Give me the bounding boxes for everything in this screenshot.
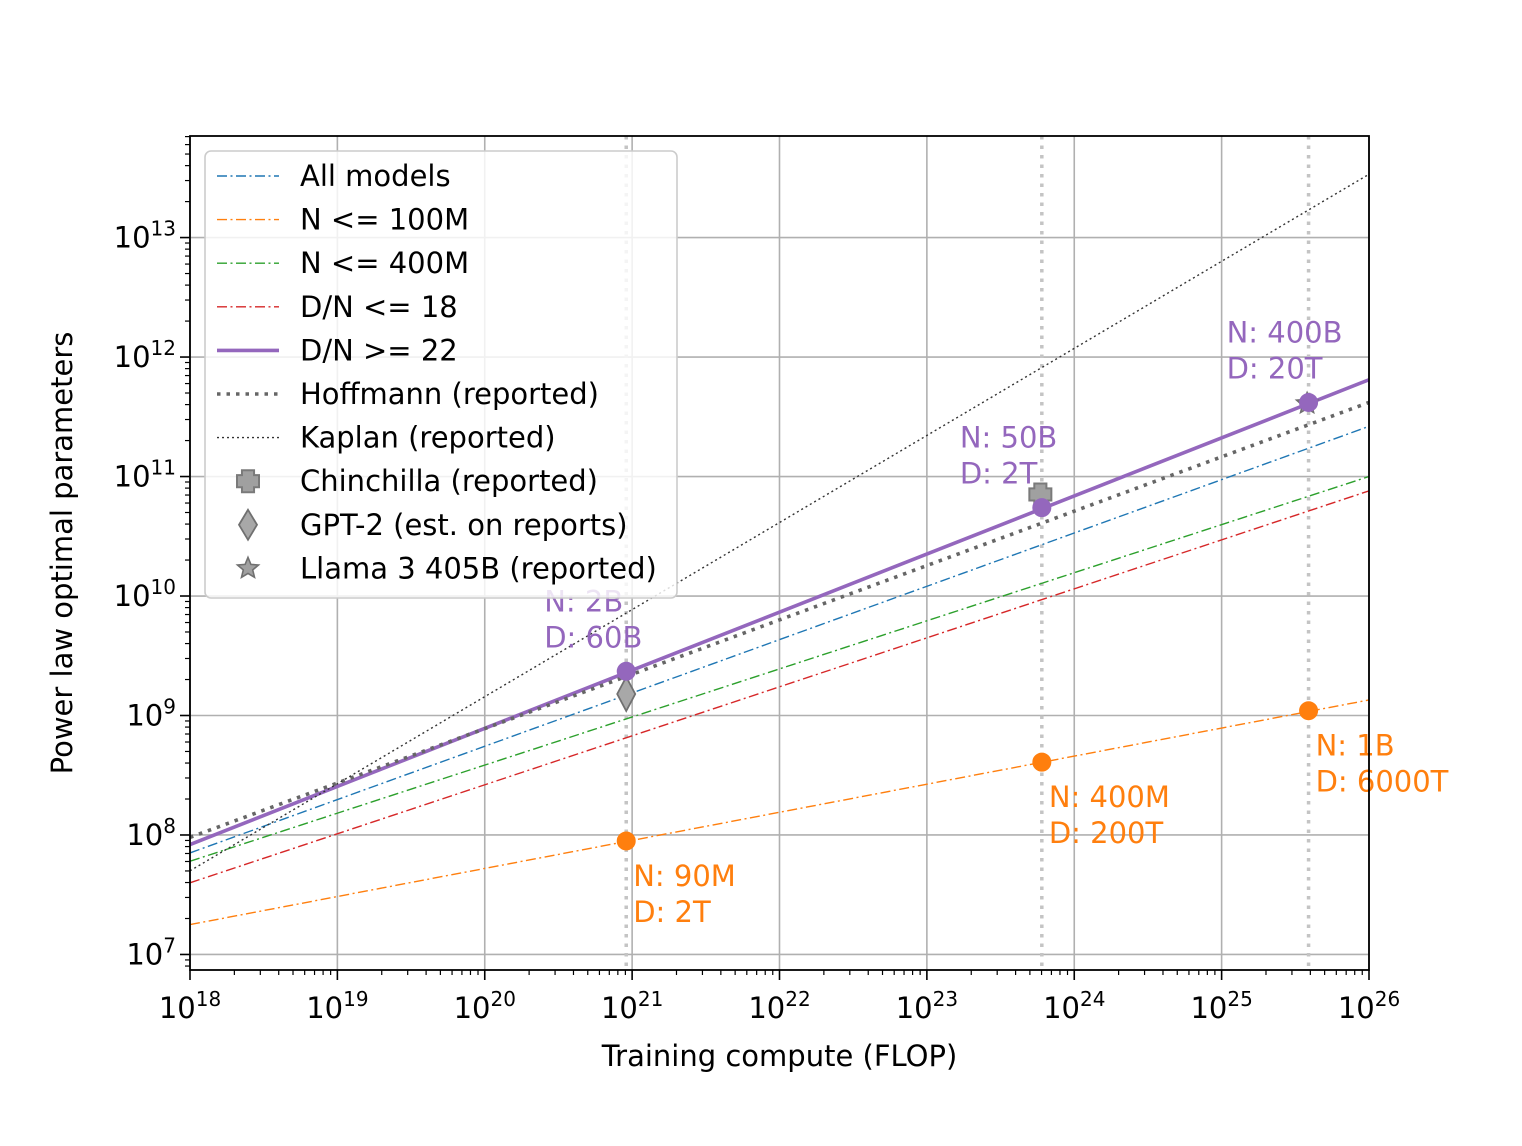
- annotation-point: [616, 661, 636, 681]
- legend-label-n-100m: N <= 100M: [300, 203, 469, 237]
- annotation-label-d: D: 2T: [633, 895, 711, 929]
- vertical-reference-lines: [624, 136, 1311, 970]
- annotation-label-n: N: 400M: [1049, 780, 1170, 814]
- annotation-label-n: N: 90M: [633, 859, 736, 893]
- x-tick-label: 1018: [159, 987, 221, 1025]
- x-tick-label: 1023: [896, 987, 958, 1025]
- series-line-d-n-18: [190, 490, 1369, 884]
- y-tick-label: 1010: [114, 575, 176, 613]
- annotation-label-d: D: 200T: [1049, 816, 1164, 850]
- legend-chinchilla-marker: [236, 469, 260, 494]
- gpt2-marker: [616, 675, 637, 713]
- annotation-label-d: D: 2T: [960, 457, 1038, 491]
- legend-label-n-400m: N <= 400M: [300, 246, 469, 280]
- y-axis-label: Power law optimal parameters: [45, 332, 79, 775]
- annotation-label-d: D: 6000T: [1316, 765, 1449, 799]
- y-tick-label: 109: [126, 694, 176, 732]
- annotation-label-n: N: 1B: [1316, 729, 1395, 763]
- y-tick-label: 1012: [114, 336, 176, 374]
- y-tick-label: 1013: [114, 217, 176, 255]
- legend-gpt2-marker: [237, 508, 259, 542]
- annotation-label-d: D: 60B: [544, 620, 642, 654]
- x-tick-label: 1020: [454, 987, 516, 1025]
- series-line-d-n-22: [190, 378, 1369, 847]
- legend-box: [204, 150, 678, 599]
- y-tick-label: 1011: [114, 456, 176, 494]
- legend-label-gpt-2-est-on-reports: GPT-2 (est. on reports): [300, 508, 628, 542]
- axis-ticks: 1018 1019 1020 1021 1022 1023 1024 1025 1026 107 1…: [114, 135, 1400, 1025]
- series-line-hoffmann-reported: [190, 400, 1369, 840]
- annotation-point: [1299, 392, 1319, 412]
- x-tick-label: 1026: [1338, 987, 1400, 1025]
- legend-label-d-n-18: D/N <= 18: [300, 290, 458, 324]
- annotation-label-n: N: 400B: [1227, 315, 1343, 349]
- legend-label-kaplan-reported: Kaplan (reported): [300, 421, 556, 455]
- series-line-n-400m: [190, 475, 1369, 862]
- x-tick-label: 1019: [306, 987, 368, 1025]
- legend-label-d-n-22: D/N >= 22: [300, 333, 458, 367]
- x-tick-label: 1024: [1043, 987, 1105, 1025]
- annotation-point: [1032, 498, 1052, 518]
- x-tick-label: 1021: [601, 987, 663, 1025]
- annotation-point: [1299, 701, 1319, 721]
- legend: All models N <= 100M N <= 400M D/N <= 18 D/N…: [204, 150, 678, 599]
- legend-label-hoffmann-reported: Hoffmann (reported): [300, 377, 599, 411]
- series-line-kaplan-reported: [190, 173, 1369, 872]
- y-tick-label: 108: [126, 814, 176, 852]
- legend-label-all-models: All models: [300, 159, 451, 193]
- annotation-label-d: D: 20T: [1227, 351, 1323, 385]
- series-lines: [190, 173, 1369, 926]
- annotation-point: [1032, 752, 1052, 772]
- legend-llama3-marker: [235, 555, 261, 579]
- x-tick-label: 1022: [748, 987, 810, 1025]
- x-axis-label: Training compute (FLOP): [601, 1039, 958, 1073]
- annotation-label-n: N: 50B: [960, 421, 1057, 455]
- legend-label-chinchilla-reported: Chinchilla (reported): [300, 464, 598, 498]
- annotation-point: [616, 831, 636, 851]
- y-tick-label: 107: [126, 933, 176, 971]
- x-tick-label: 1025: [1190, 987, 1252, 1025]
- legend-label-llama-3-405b-reported: Llama 3 405B (reported): [300, 551, 657, 585]
